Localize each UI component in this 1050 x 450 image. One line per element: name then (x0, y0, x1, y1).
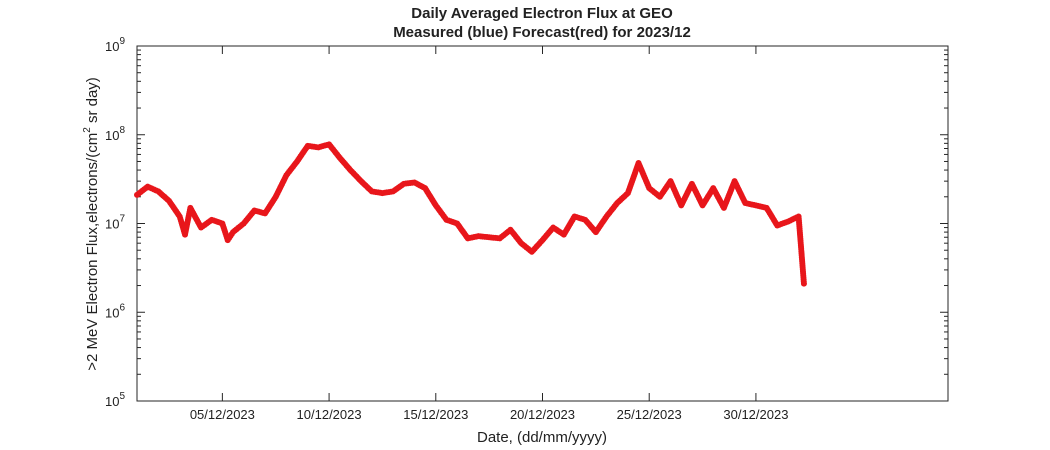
y-tick-base: 10 (105, 305, 119, 320)
y-tick-label: 108 (105, 125, 125, 143)
y-tick-base: 10 (105, 217, 119, 232)
y-axis-label-main: >2 MeV Electron Flux,electrons/(cm (84, 133, 101, 371)
y-axis-label-tail: sr day) (84, 77, 101, 127)
y-tick-label: 105 (105, 391, 125, 409)
y-tick-base: 10 (105, 128, 119, 143)
y-tick-exp: 9 (119, 36, 125, 47)
y-tick-exp: 8 (119, 125, 125, 136)
y-tick-base: 10 (105, 39, 119, 54)
x-tick-label: 20/12/2023 (510, 407, 575, 422)
x-tick-label: 05/12/2023 (190, 407, 255, 422)
y-axis-label: >2 MeV Electron Flux,electrons/(cm2 sr d… (82, 77, 101, 371)
chart-subtitle: Measured (blue) Forecast(red) for 2023/1… (393, 24, 691, 41)
x-tick-label: 25/12/2023 (617, 407, 682, 422)
y-tick-label: 107 (105, 214, 125, 232)
y-tick-label: 106 (105, 302, 125, 320)
y-tick-exp: 6 (119, 302, 125, 313)
x-tick-label: 30/12/2023 (723, 407, 788, 422)
y-tick-base: 10 (105, 394, 119, 409)
x-tick-label: 10/12/2023 (297, 407, 362, 422)
x-axis-ticks: 05/12/2023 10/12/2023 15/12/2023 20/12/2023… (190, 46, 788, 422)
y-axis-label-sup: 2 (82, 127, 93, 133)
chart-title: Daily Averaged Electron Flux at GEO (411, 5, 673, 22)
y-tick-exp: 7 (119, 214, 125, 225)
data-point (800, 280, 807, 287)
plot-area (136, 45, 949, 402)
x-axis-label: Date, (dd/mm/yyyy) (477, 429, 607, 446)
y-tick-exp: 5 (119, 391, 125, 402)
x-tick-label: 15/12/2023 (403, 407, 468, 422)
data-points (134, 141, 807, 287)
y-tick-label: 109 (105, 36, 125, 54)
